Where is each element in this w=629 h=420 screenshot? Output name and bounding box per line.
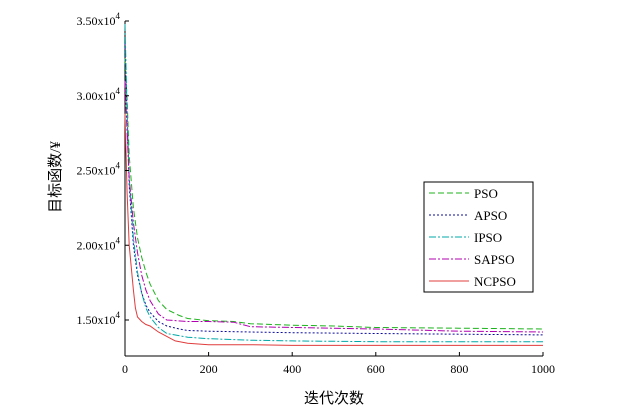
x-axis-label: 迭代次数 (304, 390, 364, 407)
legend-label-sapso: SAPSO (474, 252, 514, 267)
plot-area: 0 200 400 600 800 1000 1.50x1042.00x1042.50x1… (77, 11, 556, 376)
y-tick-label: 3.50x104 (77, 11, 121, 28)
y-tick-label: 2.00x104 (77, 235, 121, 252)
x-tick-label: 0 (122, 362, 128, 376)
legend-label-apso: APSO (474, 208, 507, 223)
y-tick-exponent: 4 (116, 235, 121, 245)
x-tick-label: 200 (200, 362, 218, 376)
series-line-sapso (124, 80, 544, 333)
legend-label-pso: PSO (474, 186, 498, 201)
series-line-ncpso (124, 113, 543, 346)
y-tick-mantissa: 3.00x10 (77, 89, 116, 103)
y-tick-exponent: 4 (116, 161, 121, 171)
y-tick-mantissa: 2.00x10 (77, 238, 116, 252)
y-tick-label: 1.50x104 (77, 310, 121, 327)
y-tick-label: 3.00x104 (77, 86, 121, 103)
x-tick-label: 800 (450, 362, 468, 376)
series-layer (124, 23, 544, 346)
x-ticks: 0 200 400 600 800 1000 (122, 352, 555, 376)
legend-items: PSO APSO IPSO SAPSO NCPSO (429, 186, 516, 289)
series-line-pso (124, 58, 544, 330)
y-tick-exponent: 4 (116, 86, 121, 96)
y-tick-mantissa: 1.50x10 (77, 313, 116, 327)
series-line-ipso (124, 23, 543, 343)
legend-label-ncpso: NCPSO (474, 274, 516, 289)
y-tick-label: 2.50x104 (77, 161, 121, 178)
legend: PSO APSO IPSO SAPSO NCPSO (423, 181, 534, 293)
y-tick-mantissa: 3.50x10 (77, 14, 116, 28)
legend-label-ipso: IPSO (474, 230, 502, 245)
y-axis-label: 目标函数/¥ (47, 141, 64, 213)
x-tick-label: 600 (367, 362, 385, 376)
x-tick-label: 1000 (531, 362, 555, 376)
y-tick-exponent: 4 (116, 11, 121, 21)
y-tick-exponent: 4 (116, 310, 121, 320)
x-tick-label: 400 (283, 362, 301, 376)
y-tick-mantissa: 2.50x10 (77, 164, 116, 178)
series-line-apso (124, 43, 544, 336)
